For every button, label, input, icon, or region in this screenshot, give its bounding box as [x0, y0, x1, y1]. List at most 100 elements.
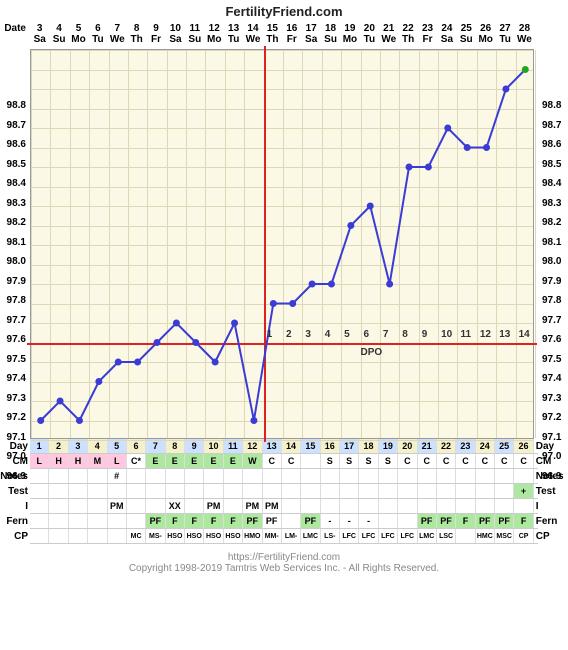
cell: 22: [437, 439, 456, 453]
cell: 4: [88, 439, 107, 453]
date-label: Date: [0, 23, 30, 34]
cell: E: [146, 454, 165, 468]
cell: 26: [514, 439, 533, 453]
cell: PF: [146, 514, 165, 528]
cell: [49, 514, 68, 528]
cell: -: [359, 514, 378, 528]
cell: [437, 484, 456, 498]
cell: LMC: [301, 529, 320, 543]
cell: [185, 484, 204, 498]
cell: [88, 514, 107, 528]
cell: F: [514, 514, 533, 528]
cell: [495, 499, 514, 513]
cell: [108, 514, 127, 528]
cell: 8: [166, 439, 185, 453]
footer: https://FertilityFriend.com Copyright 19…: [0, 552, 568, 574]
cell: [398, 499, 417, 513]
weekday-col: We: [108, 34, 127, 45]
cell: [146, 499, 165, 513]
cell: [321, 484, 340, 498]
weekday-col: Mo: [340, 34, 359, 45]
cell: C: [456, 454, 475, 468]
cell: H: [69, 454, 88, 468]
cell: [282, 514, 301, 528]
weekday-col: Fr: [146, 34, 165, 45]
cell: 18: [359, 439, 378, 453]
y-axis-left: 98.898.798.698.598.498.398.298.198.097.9…: [0, 101, 28, 491]
cell: 9: [185, 439, 204, 453]
cell: [243, 469, 262, 483]
cell: [456, 499, 475, 513]
cell: E: [204, 454, 223, 468]
cell: LSC: [437, 529, 456, 543]
date-col: 4: [49, 23, 68, 34]
weekday-col: Tu: [495, 34, 514, 45]
date-col: 25: [457, 23, 476, 34]
cell: 12: [243, 439, 262, 453]
cell: 20: [398, 439, 417, 453]
date-col: 10: [166, 23, 185, 34]
cell: LMC: [418, 529, 437, 543]
date-col: 7: [108, 23, 127, 34]
cell: [495, 469, 514, 483]
cell: [224, 499, 243, 513]
temperature-chart: 1234567891011121314DPO: [30, 49, 534, 439]
cell: [282, 469, 301, 483]
cell: [263, 469, 282, 483]
cell: C: [514, 454, 533, 468]
date-col: 9: [146, 23, 165, 34]
weekday-col: Fr: [418, 34, 437, 45]
weekday-col: Su: [321, 34, 340, 45]
fertility-chart-container: FertilityFriend.com Date 345678910111213…: [0, 0, 568, 650]
cell: PM: [243, 499, 262, 513]
date-col: 27: [495, 23, 514, 34]
cell: [146, 469, 165, 483]
date-col: 14: [243, 23, 262, 34]
weekday-col: Tu: [88, 34, 107, 45]
date-col: 5: [69, 23, 88, 34]
cell: [88, 499, 107, 513]
cell: [476, 484, 495, 498]
cell: LM-: [282, 529, 301, 543]
cell: F: [224, 514, 243, 528]
row-notes: Notes#Notes: [30, 469, 538, 484]
cell: [243, 484, 262, 498]
cell: S: [379, 454, 398, 468]
cell: S: [321, 454, 340, 468]
cell: [127, 484, 146, 498]
cell: 23: [456, 439, 475, 453]
cell: [418, 499, 437, 513]
cell: [379, 484, 398, 498]
cell: 1: [30, 439, 49, 453]
cell: MC: [127, 529, 146, 543]
cell: F: [185, 514, 204, 528]
cell: HSO: [185, 529, 204, 543]
cell: [88, 469, 107, 483]
cell: 7: [146, 439, 165, 453]
cell: [224, 484, 243, 498]
data-grid: Day1234567891011121314151617181920212223…: [30, 439, 538, 544]
weekday-col: Sa: [30, 34, 49, 45]
cell: PF: [437, 514, 456, 528]
cell: CP: [514, 529, 533, 543]
cell: C: [476, 454, 495, 468]
cell: 25: [495, 439, 514, 453]
cell: [166, 469, 185, 483]
date-col: 19: [340, 23, 359, 34]
cell: 11: [224, 439, 243, 453]
cell: F: [204, 514, 223, 528]
cell: PF: [243, 514, 262, 528]
row-fern: FernPFFFFFPFPFPF---PFPFFPFPFFFern: [30, 514, 538, 529]
cell: F: [456, 514, 475, 528]
cell: -: [340, 514, 359, 528]
cell: [30, 469, 49, 483]
cell: [379, 469, 398, 483]
cell: [437, 469, 456, 483]
weekdays-header: SaSuMoTuWeThFrSaSuMoTuWeThFrSaSuMoTuWeTh…: [0, 34, 568, 45]
cell: MSC: [495, 529, 514, 543]
chart-title: FertilityFriend.com: [0, 0, 568, 19]
weekday-col: Mo: [205, 34, 224, 45]
cell: E: [224, 454, 243, 468]
cell: [108, 529, 127, 543]
cell: S: [340, 454, 359, 468]
